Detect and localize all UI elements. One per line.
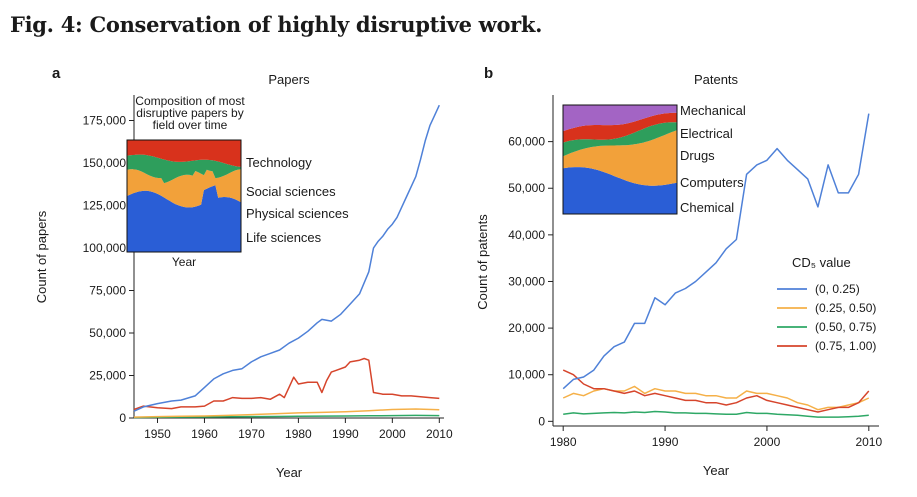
- panel-b-patents-chart: b Patents 0 10,000 20,000 30,000 40,000 50,000 6…: [475, 65, 882, 478]
- inset-area-layer: [127, 140, 241, 167]
- inset-area-layer: [127, 185, 241, 252]
- x-tick-label: 1970: [238, 427, 265, 441]
- inset-layer-label: Life sciences: [246, 230, 322, 245]
- series-line-1: [133, 408, 440, 418]
- y-tick-label: 30,000: [508, 274, 545, 288]
- inset-layer-label: Drugs: [680, 148, 715, 163]
- inset-frame: [126, 139, 242, 253]
- inset-area-layer: [563, 122, 677, 157]
- legend-entry-label: (0.50, 0.75): [815, 320, 876, 334]
- inset-area-layer: [563, 105, 677, 132]
- inset-layer-label: Electrical: [680, 126, 733, 141]
- legend-entry-label: (0.75, 1.00): [815, 339, 876, 353]
- x-tick-label: 1980: [550, 435, 577, 449]
- panel-label: a: [52, 65, 61, 82]
- y-tick-label: 10,000: [508, 368, 545, 382]
- y-tick-label: 50,000: [89, 326, 126, 340]
- legend-entry-label: (0, 0.25): [815, 282, 860, 296]
- y-tick-label: 25,000: [89, 369, 126, 383]
- chart-title: Patents: [694, 72, 739, 87]
- y-tick-label: 175,000: [83, 114, 127, 128]
- y-tick-label: 125,000: [83, 199, 127, 213]
- inset-area-layer: [563, 167, 677, 214]
- x-tick-label: 2010: [426, 427, 453, 441]
- y-tick-label: 75,000: [89, 284, 126, 298]
- series-line-2: [563, 410, 869, 418]
- inset-area-layer: [563, 130, 677, 186]
- x-tick-label: 1980: [285, 427, 312, 441]
- series-line-0: [562, 113, 870, 390]
- inset-layer-label: Chemical: [680, 200, 734, 215]
- inset-frame: [562, 104, 678, 215]
- inset-layer-label: Computers: [680, 175, 744, 190]
- y-tick-label: 50,000: [508, 181, 545, 195]
- legend-title: CD₅ value: [792, 255, 851, 270]
- inset-layer-label: Technology: [246, 155, 312, 170]
- y-tick-label: 0: [538, 414, 545, 428]
- inset-layer-label: Mechanical: [680, 103, 746, 118]
- series-line-2: [133, 414, 440, 419]
- legend-entry-label: (0.25, 0.50): [815, 301, 876, 315]
- series-line-3: [562, 369, 870, 413]
- y-tick-label: 150,000: [83, 156, 127, 170]
- y-axis-label: Count of papers: [34, 210, 49, 303]
- x-tick-label: 1990: [332, 427, 359, 441]
- inset-area-layer: [127, 154, 241, 184]
- panel-a-papers-chart: a Papers 0 25,000 50,000 75,000 100,000 125,000…: [34, 65, 453, 480]
- y-tick-label: 60,000: [508, 135, 545, 149]
- y-tick-label: 0: [119, 411, 126, 425]
- x-tick-label: 1990: [652, 435, 679, 449]
- x-tick-label: 1950: [144, 427, 171, 441]
- inset-title-line: disruptive papers by: [136, 106, 243, 120]
- x-axis-label: Year: [276, 465, 303, 480]
- inset-composition-chart: Chemical Computers Drugs Electrical Mechanic…: [562, 103, 746, 215]
- inset-area-layer: [127, 169, 241, 208]
- x-tick-label: 1960: [191, 427, 218, 441]
- x-tick-label: 2010: [855, 435, 882, 449]
- inset-layer-label: Physical sciences: [246, 206, 349, 221]
- legend: CD₅ value (0, 0.25) (0.25, 0.50) (0.50, 0.7…: [777, 255, 876, 353]
- inset-title-line: field over time: [153, 118, 228, 132]
- inset-layer-label: Social sciences: [246, 184, 336, 199]
- y-tick-label: 100,000: [83, 241, 127, 255]
- inset-area-layer: [563, 112, 677, 143]
- x-tick-label: 2000: [754, 435, 781, 449]
- series-line-0: [133, 104, 440, 412]
- y-axis-label: Count of patents: [475, 214, 490, 310]
- y-tick-label: 20,000: [508, 321, 545, 335]
- figure-title: Fig. 4: Conservation of highly disruptiv…: [10, 12, 543, 37]
- inset-title-line: Composition of most: [135, 94, 245, 108]
- panel-label: b: [484, 65, 493, 82]
- y-tick-label: 40,000: [508, 228, 545, 242]
- series-line-3: [133, 357, 440, 411]
- inset-composition-chart: Life sciences Physical sciences Social sci…: [126, 94, 349, 269]
- inset-x-axis-label: Year: [172, 255, 196, 269]
- x-tick-label: 2000: [379, 427, 406, 441]
- chart-title: Papers: [268, 72, 310, 87]
- x-axis-label: Year: [703, 463, 730, 478]
